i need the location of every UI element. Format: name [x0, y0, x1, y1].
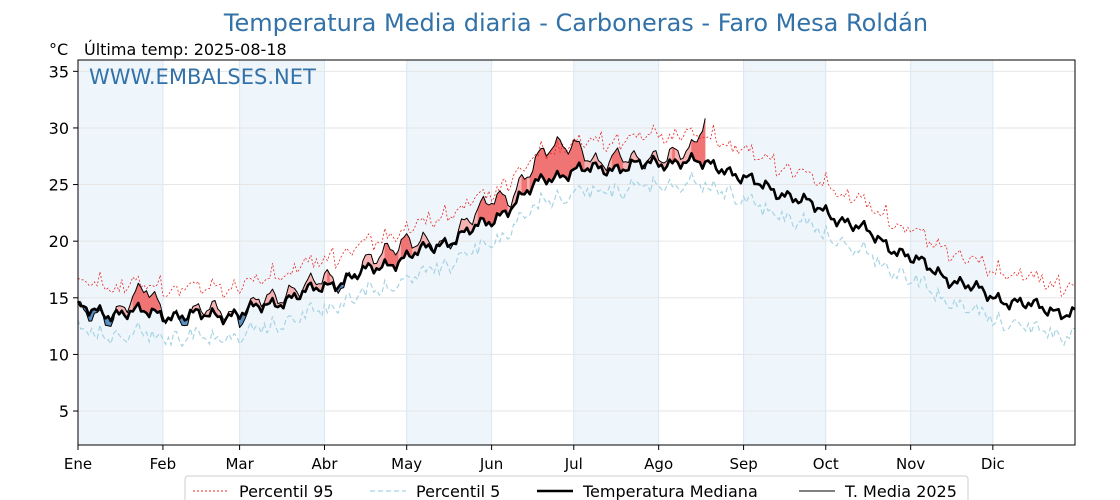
watermark: WWW.EMBALSES.NET	[89, 65, 316, 89]
x-tick-label: Oct	[813, 455, 839, 473]
month-band	[743, 60, 826, 445]
series-lines	[76, 118, 1076, 348]
current-year-line	[77, 118, 706, 328]
legend-median-label: Temperatura Mediana	[582, 482, 758, 500]
x-tick-label: Feb	[150, 455, 177, 473]
legend: Percentil 95 Percentil 5 Temperatura Med…	[184, 475, 969, 500]
month-band	[573, 60, 659, 445]
month-band	[239, 60, 325, 445]
legend-box	[184, 475, 969, 500]
x-tick-label: Mar	[225, 455, 254, 473]
plot-frame	[77, 59, 1076, 446]
y-tick-label: 30	[49, 119, 69, 138]
anomaly-above-fill	[502, 193, 506, 212]
unit-label: °C	[49, 40, 68, 59]
y-tick-label: 15	[49, 289, 69, 308]
anomaly-above-fill	[461, 218, 465, 233]
y-tick-label: 25	[49, 176, 69, 195]
x-tick-label: Jul	[564, 455, 583, 473]
x-tick-label: Ene	[64, 455, 92, 473]
x-tick-label: Dic	[981, 455, 1005, 473]
month-band	[78, 60, 163, 445]
y-tick-label: 35	[49, 62, 69, 81]
y-axis: 5 10 15 20 25 30 35	[49, 62, 78, 421]
anomaly-above-fill	[573, 139, 577, 170]
anomaly-above-fill	[496, 190, 500, 216]
y-tick-label: 20	[49, 232, 69, 251]
y-tick-label: 10	[49, 345, 69, 364]
month-bands	[78, 60, 993, 445]
anomaly-above-fill	[390, 249, 394, 266]
x-tick-label: Jun	[479, 455, 503, 473]
grid-lines	[77, 60, 1075, 445]
p5-line	[77, 170, 1076, 348]
chart-title: Temperatura Media diaria - Carboneras - …	[223, 9, 928, 37]
x-tick-label: Nov	[896, 455, 925, 473]
median-line	[76, 152, 1076, 326]
legend-p95-label: Percentil 95	[239, 482, 334, 500]
x-tick-label: Sep	[729, 455, 757, 473]
x-tick-label: Abr	[312, 455, 339, 473]
anomaly-above-fill	[143, 290, 147, 314]
month-band	[910, 60, 993, 445]
y-tick-label: 5	[59, 402, 69, 421]
x-tick-label: Ago	[644, 455, 673, 473]
anomaly-above-fill	[401, 236, 405, 259]
x-tick-label: May	[391, 455, 422, 473]
legend-current-label: T. Media 2025	[844, 482, 957, 500]
legend-p5-label: Percentil 5	[416, 482, 500, 500]
last-temp-label: Última temp: 2025-08-18	[84, 40, 287, 59]
x-axis: Ene Feb Mar Abr May Jun Jul Ago Sep Oct Nov Dic	[64, 445, 1005, 473]
